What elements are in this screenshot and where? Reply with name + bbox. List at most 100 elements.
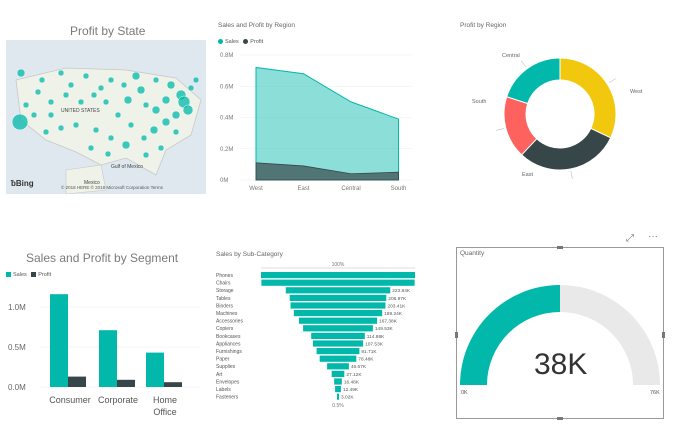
- more-options-icon[interactable]: ···: [648, 231, 658, 242]
- state-bubble: [157, 144, 165, 152]
- funnel-category-label: Paper: [216, 357, 230, 363]
- funnel-top-label: 100%: [332, 262, 345, 268]
- map-svg: [11, 67, 202, 194]
- state-bubble: [57, 124, 65, 132]
- x-tick-label: Corporate: [98, 395, 138, 405]
- expand-icon[interactable]: ⤢: [626, 233, 634, 244]
- leader-line: [521, 60, 527, 68]
- funnel-value-label: 114.88K: [367, 334, 385, 340]
- funnel-value-label: 189.24K: [384, 311, 403, 317]
- state-bubble: [166, 80, 176, 90]
- funnel-value-label: 12.49K: [343, 387, 359, 393]
- x-tick-label: Office: [153, 407, 176, 417]
- y-tick-label: 1.0M: [8, 303, 26, 312]
- resize-handle[interactable]: [557, 246, 563, 249]
- state-bubble: [47, 98, 55, 106]
- funnel-value-label: 78.48K: [358, 357, 374, 363]
- state-bubble: [16, 68, 26, 78]
- state-bubble: [102, 98, 110, 106]
- state-bubble: [42, 128, 50, 136]
- state-bubble: [97, 84, 105, 92]
- state-bubble: [87, 144, 95, 152]
- funnel-bar: [303, 325, 373, 332]
- state-bubble: [123, 95, 133, 105]
- state-bubble: [104, 150, 112, 158]
- x-tick-label: Consumer: [49, 395, 91, 405]
- resize-handle[interactable]: [557, 417, 563, 420]
- state-bubble: [140, 134, 148, 142]
- funnel-value-label: 206.97K: [388, 296, 407, 302]
- funnel-bar: [298, 317, 378, 324]
- x-tick-label: South: [391, 186, 407, 192]
- x-tick-label: West: [249, 186, 263, 192]
- funnel-category-label: Envelopes: [216, 379, 240, 385]
- funnel-bar: [331, 370, 345, 377]
- state-bubble: [107, 134, 115, 142]
- state-bubble: [152, 76, 160, 84]
- bing-logo: ᵬBing: [11, 179, 34, 188]
- funnel-bar: [285, 287, 391, 294]
- y-tick-label: 0.0M: [8, 383, 26, 392]
- us-map[interactable]: UNITED STATES Gulf of Mexico Mexico ᵬBin…: [6, 40, 206, 194]
- legend-label: Sales: [225, 39, 239, 45]
- leader-line: [496, 128, 504, 131]
- y-tick-label: 0M: [220, 178, 228, 184]
- state-bubble: [82, 72, 90, 80]
- funnel-category-label: Bookcases: [216, 334, 241, 340]
- bar-sales: [146, 352, 164, 387]
- funnel-value-label: 3.02K: [341, 395, 354, 401]
- state-bubble: [192, 76, 200, 84]
- tile-title: Sales and Profit by Region: [218, 22, 295, 29]
- funnel-bar: [293, 310, 383, 317]
- funnel-category-label: Fasteners: [216, 395, 239, 401]
- funnel-bar: [335, 386, 341, 393]
- state-bubble: [172, 128, 180, 136]
- funnel-bar: [261, 279, 415, 286]
- map-copyright: © 2018 HERE © 2018 Microsoft Corporation…: [61, 185, 163, 190]
- state-bubble: [72, 121, 80, 129]
- funnel-category-label: Accessories: [216, 319, 243, 325]
- tile-title: Sales by Sub-Category: [216, 251, 283, 258]
- gauge-max-label: 76K: [650, 390, 660, 396]
- funnel-category-label: Machines: [216, 311, 238, 317]
- donut-slice: [506, 57, 561, 105]
- legend-dot-profit: [243, 39, 249, 45]
- state-bubble: [47, 111, 55, 119]
- state-bubble: [67, 81, 75, 89]
- state-bubble: [62, 91, 70, 99]
- leader-line: [570, 170, 573, 179]
- state-bubble: [120, 81, 128, 89]
- y-tick-label: 0.4M: [220, 116, 233, 122]
- funnel-category-label: Labels: [216, 387, 231, 393]
- funnel-value-label: 91.71K: [361, 349, 377, 355]
- tile-title: Sales and Profit by Segment: [26, 251, 179, 265]
- bar-profit: [68, 376, 86, 387]
- legend-label: Sales: [13, 272, 27, 278]
- state-bubble: [77, 98, 85, 106]
- funnel-bar: [312, 340, 364, 347]
- state-bubbles: [11, 68, 200, 159]
- resize-handle[interactable]: [455, 332, 458, 338]
- donut-label: Central: [502, 53, 520, 59]
- gauge-fill: [460, 285, 560, 385]
- donut-label: East: [522, 172, 533, 178]
- funnel-category-label: Phones: [216, 273, 233, 279]
- x-tick-label: Central: [341, 186, 360, 192]
- state-bubble: [90, 91, 98, 99]
- bar-profit: [164, 382, 182, 387]
- state-bubble: [142, 101, 150, 109]
- state-bubble: [171, 110, 181, 120]
- resize-handle[interactable]: [662, 332, 665, 338]
- leader-line: [608, 78, 616, 84]
- state-bubble: [114, 111, 122, 119]
- state-bubble: [161, 117, 171, 127]
- funnel-category-label: Furnishings: [216, 349, 242, 355]
- state-bubble: [107, 76, 115, 84]
- funnel-category-label: Chairs: [216, 281, 231, 287]
- funnel-value-label: 203.41K: [387, 303, 406, 309]
- gauge-min-label: 0K: [461, 390, 468, 396]
- donut-label: West: [630, 89, 643, 95]
- donut-label: South: [472, 99, 486, 105]
- legend-label: Profit: [250, 39, 264, 45]
- bar-sales: [99, 330, 117, 387]
